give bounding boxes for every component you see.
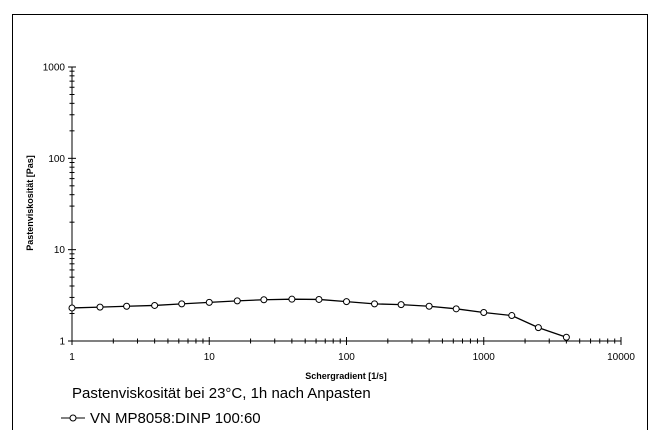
data-point bbox=[508, 312, 516, 320]
data-point bbox=[288, 295, 296, 303]
data-point bbox=[68, 304, 76, 312]
data-point bbox=[260, 296, 268, 304]
data-point bbox=[480, 309, 488, 317]
data-point bbox=[233, 297, 241, 305]
y-axis-title: Pastenviskosität [Pas] bbox=[25, 155, 35, 251]
data-point bbox=[343, 298, 350, 306]
x-tick-label: 10 bbox=[204, 352, 216, 363]
y-tick-label: 1 bbox=[59, 337, 65, 348]
y-tick-label: 10 bbox=[54, 245, 66, 256]
data-point bbox=[562, 333, 570, 341]
chart-frame bbox=[12, 14, 648, 430]
x-tick-label: 100 bbox=[338, 352, 355, 363]
x-tick-label: 1 bbox=[69, 352, 75, 363]
series-line bbox=[71, 298, 567, 338]
y-tick-label: 1000 bbox=[43, 63, 66, 74]
chart-subtitle: Pastenviskosität bei 23°C, 1h nach Anpas… bbox=[72, 385, 371, 402]
data-point bbox=[397, 301, 405, 309]
data-point bbox=[425, 302, 433, 310]
data-point bbox=[151, 301, 159, 309]
x-tick-label: 1000 bbox=[473, 352, 496, 363]
data-point bbox=[123, 302, 131, 310]
data-point bbox=[534, 324, 542, 332]
y-tick-label: 100 bbox=[48, 154, 65, 165]
data-point bbox=[96, 303, 104, 311]
data-point bbox=[178, 300, 186, 308]
legend: VN MP8058:DINP 100:60 bbox=[60, 408, 261, 428]
x-axis-title: Schergradient [1/s] bbox=[305, 371, 387, 381]
data-point bbox=[315, 295, 323, 303]
x-tick-label: 10000 bbox=[607, 352, 635, 363]
data-point bbox=[452, 305, 460, 313]
legend-marker-icon bbox=[61, 414, 85, 422]
data-point bbox=[205, 298, 213, 306]
legend-label: VN MP8058:DINP 100:60 bbox=[90, 409, 261, 427]
data-point bbox=[371, 300, 379, 308]
